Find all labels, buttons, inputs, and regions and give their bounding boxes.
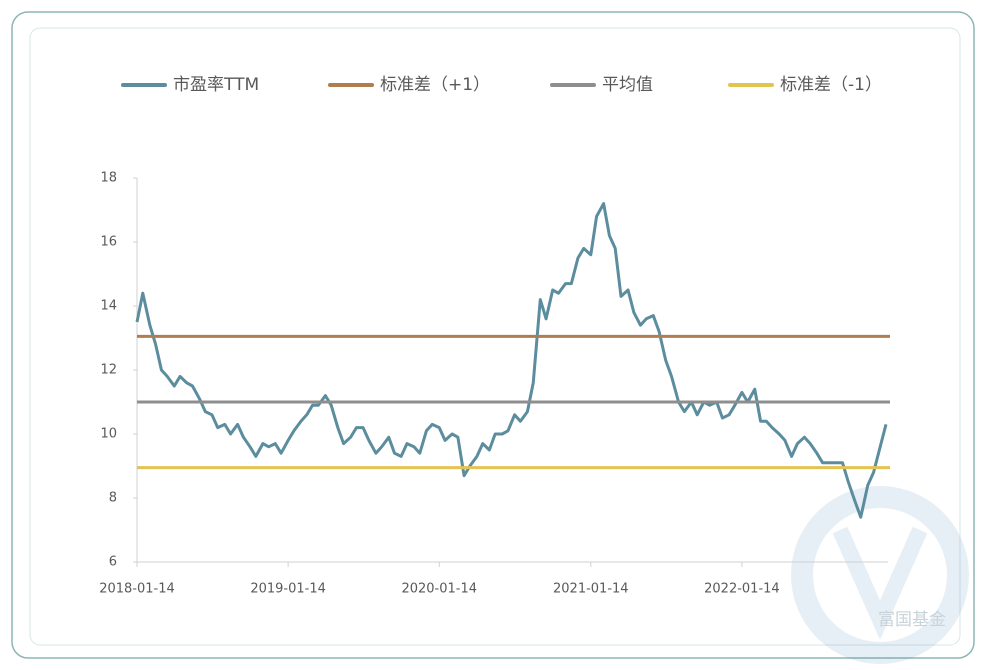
legend-label: 标准差（-1） (780, 75, 882, 95)
legend-label: 市盈率TTM (173, 75, 259, 95)
x-tick-label: 2022-01-14 (704, 582, 780, 597)
y-tick-label: 6 (109, 555, 117, 570)
pe-line (135, 202, 888, 519)
x-tick-label: 2018-01-14 (99, 582, 175, 597)
x-tick-label: 2020-01-14 (401, 582, 477, 597)
watermark-text: 富国基金 (878, 610, 946, 630)
legend-label: 标准差（+1） (380, 75, 490, 95)
y-tick-label: 8 (109, 491, 117, 506)
y-tick-label: 18 (100, 171, 117, 186)
y-tick-label: 10 (100, 427, 117, 442)
legend-label: 平均值 (602, 75, 653, 95)
x-tick-label: 2019-01-14 (250, 582, 326, 597)
y-tick-label: 12 (100, 363, 117, 378)
watermark-logo (791, 486, 969, 664)
y-tick-label: 14 (100, 299, 117, 314)
y-tick-label: 16 (100, 235, 117, 250)
x-tick-label: 2021-01-14 (553, 582, 629, 597)
